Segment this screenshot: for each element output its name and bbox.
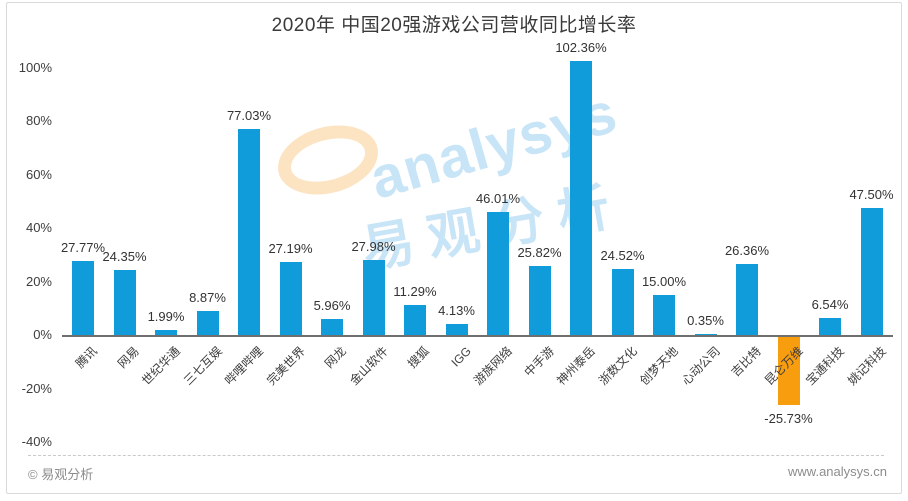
y-tick-label: -40% xyxy=(21,434,52,449)
y-tick-label: 20% xyxy=(25,273,52,289)
category-label: 金山软件 xyxy=(346,344,391,388)
bar xyxy=(487,211,509,335)
category-label: 心动公司 xyxy=(678,344,723,388)
bar-value-label: 15.00% xyxy=(641,273,687,289)
bar-value-label: -25.73% xyxy=(764,411,813,427)
category-label: 哔哩哔哩 xyxy=(222,344,266,388)
footer-copyright: © 易观分析 xyxy=(28,467,94,482)
bar-value-label: 47.50% xyxy=(849,186,894,202)
bar-value-label: 24.52% xyxy=(600,248,645,264)
category-label: 神州泰岳 xyxy=(554,344,598,388)
bar xyxy=(528,265,551,335)
footer-divider xyxy=(28,455,884,456)
y-tick-label: 40% xyxy=(25,220,52,235)
bar-value-label: 102.36% xyxy=(555,40,607,56)
bar xyxy=(404,304,426,335)
bar-value-label: 0.35% xyxy=(687,313,724,328)
category-label: 完美世界 xyxy=(263,344,308,388)
bar xyxy=(113,269,136,335)
category-label: 世纪华通 xyxy=(139,344,183,388)
bar xyxy=(736,264,758,335)
bar-value-label: 4.13% xyxy=(438,302,475,318)
bar-value-label: 27.98% xyxy=(351,239,396,255)
bar-value-label: 5.96% xyxy=(313,298,351,314)
x-axis-line xyxy=(62,335,893,337)
bar-value-label: 11.29% xyxy=(393,283,437,299)
category-label: 浙数文化 xyxy=(595,344,640,388)
bar xyxy=(72,260,94,335)
category-label: 网龙 xyxy=(322,344,349,371)
bar xyxy=(321,319,343,335)
bar xyxy=(445,323,468,335)
category-label: 网易 xyxy=(114,344,142,371)
bar-value-label: 24.35% xyxy=(102,248,147,264)
bar-value-label: 6.54% xyxy=(811,296,849,312)
bar xyxy=(238,128,260,335)
bar xyxy=(777,336,800,406)
bar-value-label: 27.19% xyxy=(268,241,313,257)
bar-value-label: 26.36% xyxy=(724,243,770,259)
bar xyxy=(570,61,592,335)
bar-value-label: 46.01% xyxy=(475,190,521,206)
y-tick-label: 80% xyxy=(25,113,52,128)
bar xyxy=(611,269,634,335)
bar xyxy=(819,317,841,335)
category-label: 游族网络 xyxy=(471,344,515,388)
y-tick-label: 0% xyxy=(33,327,52,342)
bar-value-label: 1.99% xyxy=(147,308,185,324)
bar-value-label: 27.77% xyxy=(60,239,106,255)
bar xyxy=(362,260,385,335)
category-label: 三七互娱 xyxy=(180,344,225,388)
chart-title: 2020年 中国20强游戏公司营收同比增长率 xyxy=(271,15,637,36)
bar xyxy=(860,207,883,335)
y-tick-label: -20% xyxy=(21,380,52,396)
category-label: 搜狐 xyxy=(405,344,432,371)
category-label: 创梦天地 xyxy=(637,344,681,388)
footer-website-link[interactable]: www.analysys.cn xyxy=(788,464,887,479)
bar-value-label: 25.82% xyxy=(517,244,562,260)
y-tick-label: 60% xyxy=(25,166,52,182)
y-tick-label: 100% xyxy=(18,59,52,75)
bar xyxy=(653,294,675,335)
bar xyxy=(279,262,302,335)
bar xyxy=(196,311,219,335)
category-label: IGG xyxy=(447,344,474,370)
category-label: 中手游 xyxy=(521,344,557,380)
bar xyxy=(694,334,717,335)
bar xyxy=(155,329,177,335)
bar-value-label: 8.87% xyxy=(189,290,226,306)
bar-value-label: 77.03% xyxy=(226,107,272,123)
